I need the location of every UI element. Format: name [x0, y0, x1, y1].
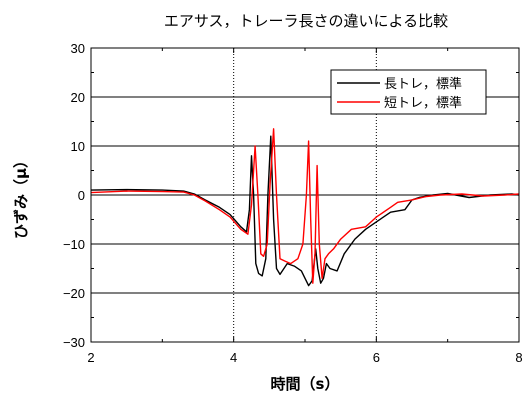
series-line-short-trailer: [90, 128, 520, 284]
y-tick-label: 10: [71, 139, 85, 154]
plot-frame: [90, 47, 520, 343]
legend-label-long: 長トレ，標準: [384, 76, 462, 92]
x-tick-label: 6: [373, 350, 380, 365]
x-tick-label: 4: [230, 350, 237, 365]
legend: 長トレ，標準 短トレ，標準: [330, 69, 487, 115]
y-tick-label: −20: [63, 286, 85, 301]
y-tick-label: 20: [71, 90, 85, 105]
grid: [91, 48, 519, 342]
y-tick-label: 30: [71, 41, 85, 56]
legend-box: [330, 69, 487, 115]
legend-label-short: 短トレ，標準: [384, 95, 462, 111]
y-tick-label: −30: [63, 335, 85, 350]
y-tick-label: 0: [78, 188, 85, 203]
x-tick-label: 8: [515, 350, 522, 365]
series-line-long-trailer: [90, 135, 520, 287]
x-tick-label: 2: [87, 350, 94, 365]
chart-title: エアサス，トレーラ長さの違いによる比較: [164, 12, 448, 30]
series-group: [90, 128, 520, 287]
tick-labels: 30 20 10 0 −10 −20 −302 4 6 8: [63, 41, 523, 365]
x-axis-label: 時間（s）: [271, 375, 340, 393]
y-tick-label: −10: [63, 237, 85, 252]
y-axis-label: ひずみ（μ）: [12, 153, 30, 239]
